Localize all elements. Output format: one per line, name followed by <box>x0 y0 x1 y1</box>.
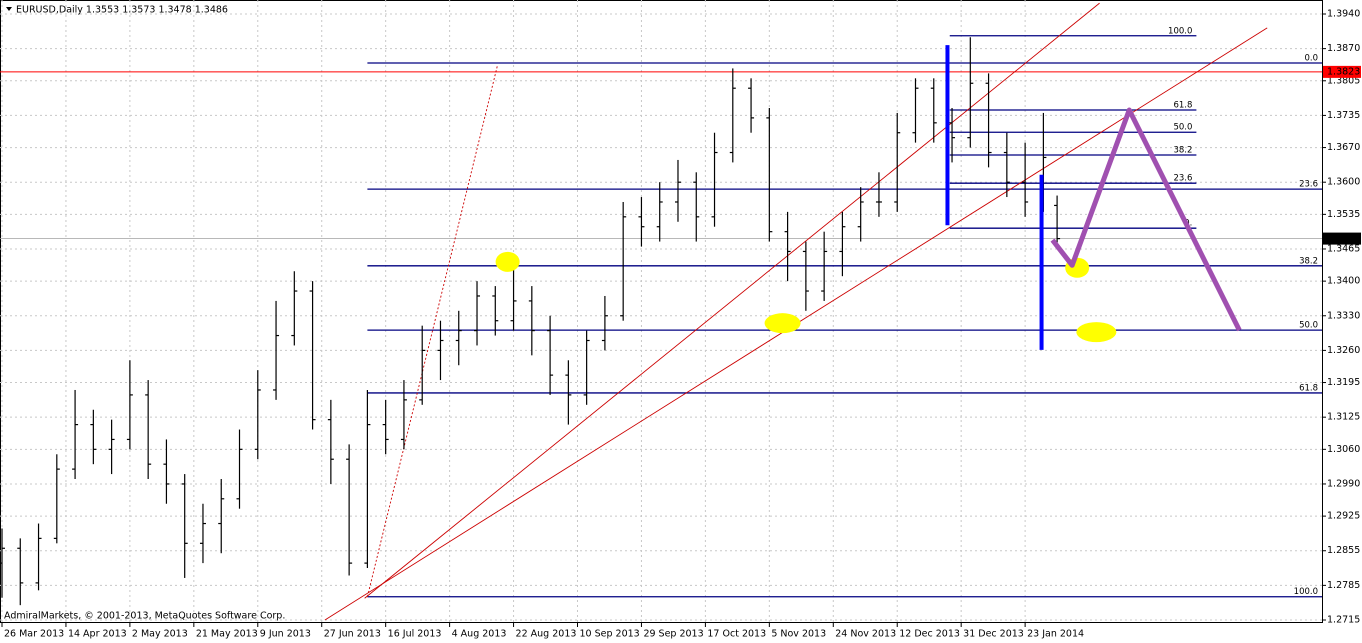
current-price-label: 1.3486 <box>1327 233 1360 244</box>
chart-title: EURUSD,Daily 1.3553 1.3573 1.3478 1.3486 <box>16 5 228 16</box>
y-tick-label: 1.3195 <box>1327 377 1360 388</box>
x-tick-label: 4 Aug 2013 <box>452 629 507 640</box>
fib-label: 23.6 <box>1173 174 1192 184</box>
y-tick-label: 1.3260 <box>1327 345 1360 356</box>
fib-label: 100.0 <box>1168 26 1192 36</box>
y-tick-label: 1.3670 <box>1327 142 1360 153</box>
x-tick-label: 29 Sep 2013 <box>643 629 703 640</box>
price-line-box <box>1323 65 1361 78</box>
y-tick-label: 1.3805 <box>1327 75 1360 86</box>
trendline <box>366 64 499 597</box>
y-tick-label: 1.3940 <box>1327 9 1360 20</box>
y-tick-label: 1.3870 <box>1327 43 1360 54</box>
y-tick-label: 1.2785 <box>1327 580 1360 591</box>
fib-label: 61.8 <box>1173 100 1192 110</box>
x-tick-label: 17 Oct 2013 <box>707 629 766 640</box>
fib-label: 38.2 <box>1173 145 1192 155</box>
footer: AdmiralMarkets, © 2001-2013, MetaQuotes … <box>4 611 285 622</box>
y-tick-label: 1.2855 <box>1327 545 1360 556</box>
x-tick-label: 22 Aug 2013 <box>516 629 577 640</box>
fib-label: 61.8 <box>1299 383 1318 393</box>
current-price-box <box>1323 232 1361 245</box>
y-tick-label: 1.3400 <box>1327 276 1360 287</box>
x-tick-label: 24 Nov 2013 <box>835 629 896 640</box>
plot-frame <box>0 0 1323 623</box>
y-tick-label: 1.2925 <box>1327 511 1360 522</box>
y-tick-label: 1.3330 <box>1327 310 1360 321</box>
y-tick-label: 1.3735 <box>1327 110 1360 121</box>
y-tick-label: 1.3060 <box>1327 444 1360 455</box>
y-tick-label: 1.3535 <box>1327 209 1360 220</box>
fib-label: 38.2 <box>1299 256 1318 266</box>
x-tick-label: 9 Jun 2013 <box>260 629 311 640</box>
symbol-menu-icon[interactable] <box>6 7 12 11</box>
fib-label: 100.0 <box>1294 587 1318 597</box>
x-tick-label: 23 Jan 2014 <box>1027 629 1084 640</box>
x-tick-label: 26 Mar 2013 <box>4 629 64 640</box>
x-tick-label: 16 Jul 2013 <box>388 629 442 640</box>
price-line-label: 1.3823 <box>1327 66 1360 77</box>
fib-label: 50.0 <box>1299 321 1318 331</box>
x-tick-label: 14 Apr 2013 <box>68 629 127 640</box>
highlight <box>764 313 801 334</box>
x-tick-label: 21 May 2013 <box>196 629 258 640</box>
projection-path <box>1050 107 1242 332</box>
trendline <box>364 2 1100 599</box>
x-tick-label: 12 Dec 2013 <box>899 629 960 640</box>
y-tick-label: 1.2990 <box>1327 478 1360 489</box>
y-tick-label: 1.3465 <box>1327 243 1360 254</box>
y-tick-label: 1.2715 <box>1327 615 1360 626</box>
y-tick-label: 1.3600 <box>1327 177 1360 188</box>
y-tick-label: 1.3125 <box>1327 412 1360 423</box>
x-tick-label: 27 Jun 2013 <box>324 629 381 640</box>
x-tick-label: 10 Sep 2013 <box>580 629 640 640</box>
fib-label: 0.0 <box>1304 53 1318 63</box>
fib-label: 50.0 <box>1173 123 1192 133</box>
x-tick-label: 2 May 2013 <box>132 629 188 640</box>
fib-label: 23.6 <box>1299 180 1318 190</box>
highlight <box>1076 322 1117 343</box>
highlight <box>495 251 520 272</box>
x-tick-label: 31 Dec 2013 <box>963 629 1024 640</box>
x-tick-label: 5 Nov 2013 <box>771 629 826 640</box>
